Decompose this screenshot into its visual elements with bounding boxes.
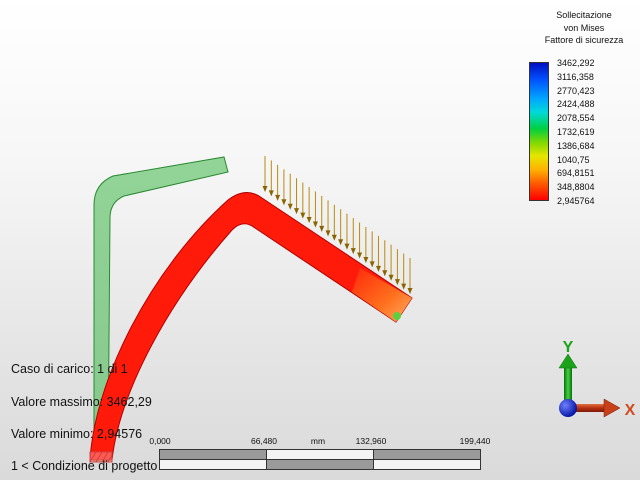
legend-values: 3462,292 3116,358 2770,423 2424,488 2078…: [557, 57, 595, 209]
load-arrow-head: [407, 288, 413, 294]
load-arrow-head: [294, 208, 300, 215]
distributed-load-arrows: [262, 156, 413, 294]
axis-y-arrow: [558, 353, 578, 404]
legend-value: 2078,554: [557, 113, 595, 124]
load-case-label: Caso di carico: 1 di 1: [11, 362, 128, 376]
scale-bar: [159, 449, 481, 470]
legend-value: 2,945764: [557, 195, 595, 206]
legend-value: 2770,423: [557, 85, 595, 96]
load-arrow-head: [331, 234, 337, 241]
load-arrow-head: [300, 212, 306, 219]
axis-x-label: X: [625, 402, 636, 419]
load-arrow-head: [344, 243, 350, 250]
load-arrow-head: [319, 225, 325, 232]
load-arrow-head: [325, 230, 331, 237]
scale-tick-0: 0,000: [149, 436, 171, 446]
axis-y-label: Y: [563, 339, 574, 356]
min-value-label: Valore minimo: 2,94576: [11, 427, 143, 441]
legend-value: 3462,292: [557, 58, 595, 68]
load-arrow-head: [281, 199, 287, 206]
load-arrow-head: [287, 203, 293, 210]
legend-value: 694,8151: [557, 168, 595, 179]
legend-value: 1732,619: [557, 126, 595, 137]
load-arrow-head: [394, 279, 400, 286]
scale-unit: mm: [310, 436, 326, 446]
legend-title-line2: von Mises: [563, 22, 605, 33]
legend-value: 3116,358: [557, 71, 594, 82]
legend-value: 2424,488: [557, 99, 595, 110]
load-arrow-head: [401, 283, 407, 290]
deformed-shape-stress: [89, 192, 413, 461]
load-arrow-head: [388, 274, 394, 281]
load-arrow-head: [363, 256, 369, 263]
load-arrow-head: [350, 248, 356, 255]
load-arrow-head: [382, 270, 388, 277]
legend-value: 1386,684: [557, 140, 595, 151]
axis-x-arrow: [570, 398, 621, 418]
design-condition-label: 1 < Condizione di progetto 1 >: [11, 459, 179, 473]
scale-labels: 0,000 66,480 mm 132,960 199,440: [0, 436, 640, 448]
load-arrow-head: [306, 217, 312, 224]
load-arrow-head: [268, 190, 274, 197]
load-arrow-head: [369, 261, 375, 268]
fixture-hatch: [89, 451, 113, 463]
scale-tick-2: 132,960: [355, 436, 387, 446]
load-arrow-head: [357, 252, 363, 259]
legend-color-bar[interactable]: [529, 62, 549, 201]
legend-title: Sollecitazione von Mises Fattore di sicu…: [528, 9, 640, 47]
load-arrow-head: [375, 265, 381, 272]
load-arrow-head: [262, 186, 268, 192]
stress-hotspot: [393, 312, 401, 320]
scale-tick-1: 66,480: [251, 436, 277, 446]
stress-gradient-tip: [352, 268, 412, 322]
legend-title-line1: Sollecitazione: [556, 10, 612, 20]
legend-value: 348,8804: [557, 182, 595, 193]
max-value-label: Valore massimo: 3462,29: [11, 395, 152, 409]
scale-tick-3: 199,440: [459, 436, 491, 446]
legend-value: 1040,75: [557, 154, 590, 165]
load-arrow-head: [275, 194, 281, 201]
reference-triad[interactable]: Y X: [548, 336, 640, 420]
legend-title-line3: Fattore di sicurezza: [544, 35, 624, 45]
axis-z-origin: [559, 399, 577, 417]
load-arrow-head: [312, 221, 318, 228]
load-arrow-head: [338, 239, 344, 246]
